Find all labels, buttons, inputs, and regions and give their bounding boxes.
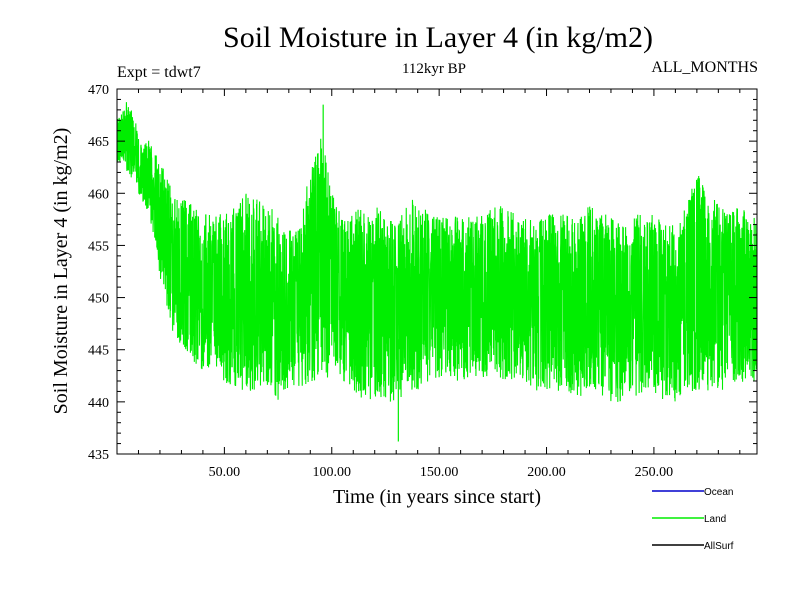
experiment-label: Expt = tdwt7	[117, 64, 201, 81]
period-label: ALL_MONTHS	[651, 59, 758, 76]
y-tick-label: 465	[88, 135, 109, 150]
plot-series-layer	[116, 102, 758, 442]
x-axis-label: Time (in years since start)	[333, 486, 541, 508]
x-axis-ticks: 50.00 100.00 150.00 200.00 250.00	[137, 89, 741, 480]
x-tick-label: 250.00	[635, 465, 674, 480]
chart-title: Soil Moisture in Layer 4 (in kg/m2)	[223, 21, 653, 54]
y-axis-ticks: 435 440 445 450 455 460 465 470	[88, 83, 757, 463]
y-tick-label: 470	[88, 83, 109, 98]
x-tick-label: 150.00	[420, 465, 459, 480]
chart-subtitle: 112kyr BP	[402, 61, 466, 77]
legend: Ocean Land AllSurf	[652, 487, 734, 552]
y-tick-label: 460	[88, 187, 109, 202]
y-tick-label: 435	[88, 448, 109, 463]
plot-frame	[116, 88, 758, 455]
land-series-line	[116, 102, 758, 402]
y-axis-label: Soil Moisture in Layer 4 (in kg/m2)	[50, 128, 72, 415]
x-tick-label: 100.00	[313, 465, 352, 480]
x-tick-label: 50.00	[209, 465, 241, 480]
legend-label-land: Land	[704, 514, 726, 525]
y-tick-label: 455	[88, 239, 109, 254]
legend-label-ocean: Ocean	[704, 487, 733, 498]
x-tick-label: 200.00	[527, 465, 566, 480]
y-tick-label: 450	[88, 292, 109, 307]
y-tick-label: 440	[88, 396, 109, 411]
y-tick-label: 445	[88, 344, 109, 359]
legend-label-allsurf: AllSurf	[704, 541, 734, 552]
